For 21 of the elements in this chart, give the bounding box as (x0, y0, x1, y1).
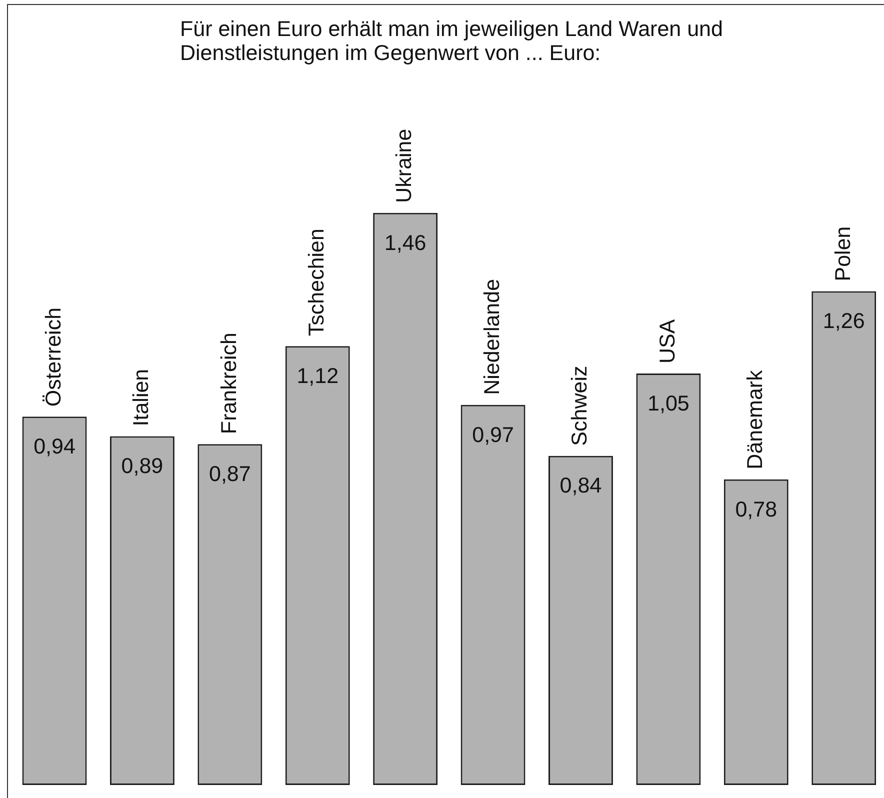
x-tick-label: Tschechien (304, 228, 329, 336)
data-label: 0,78 (735, 497, 778, 522)
data-label: 0,87 (208, 462, 251, 486)
chart-title: Für einen Euro erhält man im jeweiligen Land Waren und Dienstleistungen im Gegenwert von ... Euro: (180, 17, 724, 65)
data-label: 1,12 (296, 364, 339, 388)
data-label: 0,89 (121, 454, 164, 478)
data-label: 1,46 (384, 230, 426, 255)
x-tick-label: Schweiz (568, 366, 592, 446)
data-label: 0,97 (472, 422, 514, 447)
x-tick-label: USA (655, 318, 680, 364)
data-label: 1,26 (822, 309, 865, 334)
x-tick-label: Niederlande (480, 278, 504, 395)
data-label: 1,05 (648, 391, 690, 416)
x-tick-label: Frankreich (216, 332, 241, 434)
data-label: 0,84 (560, 474, 602, 498)
x-tick-label: Polen (830, 226, 855, 282)
x-tick-label: Österreich (41, 307, 66, 407)
x-tick-label: Ukraine (392, 128, 416, 203)
data-label: 0,94 (34, 434, 76, 459)
x-tick-label: Italien (129, 368, 154, 426)
x-tick-label: Dänemark (743, 370, 768, 470)
